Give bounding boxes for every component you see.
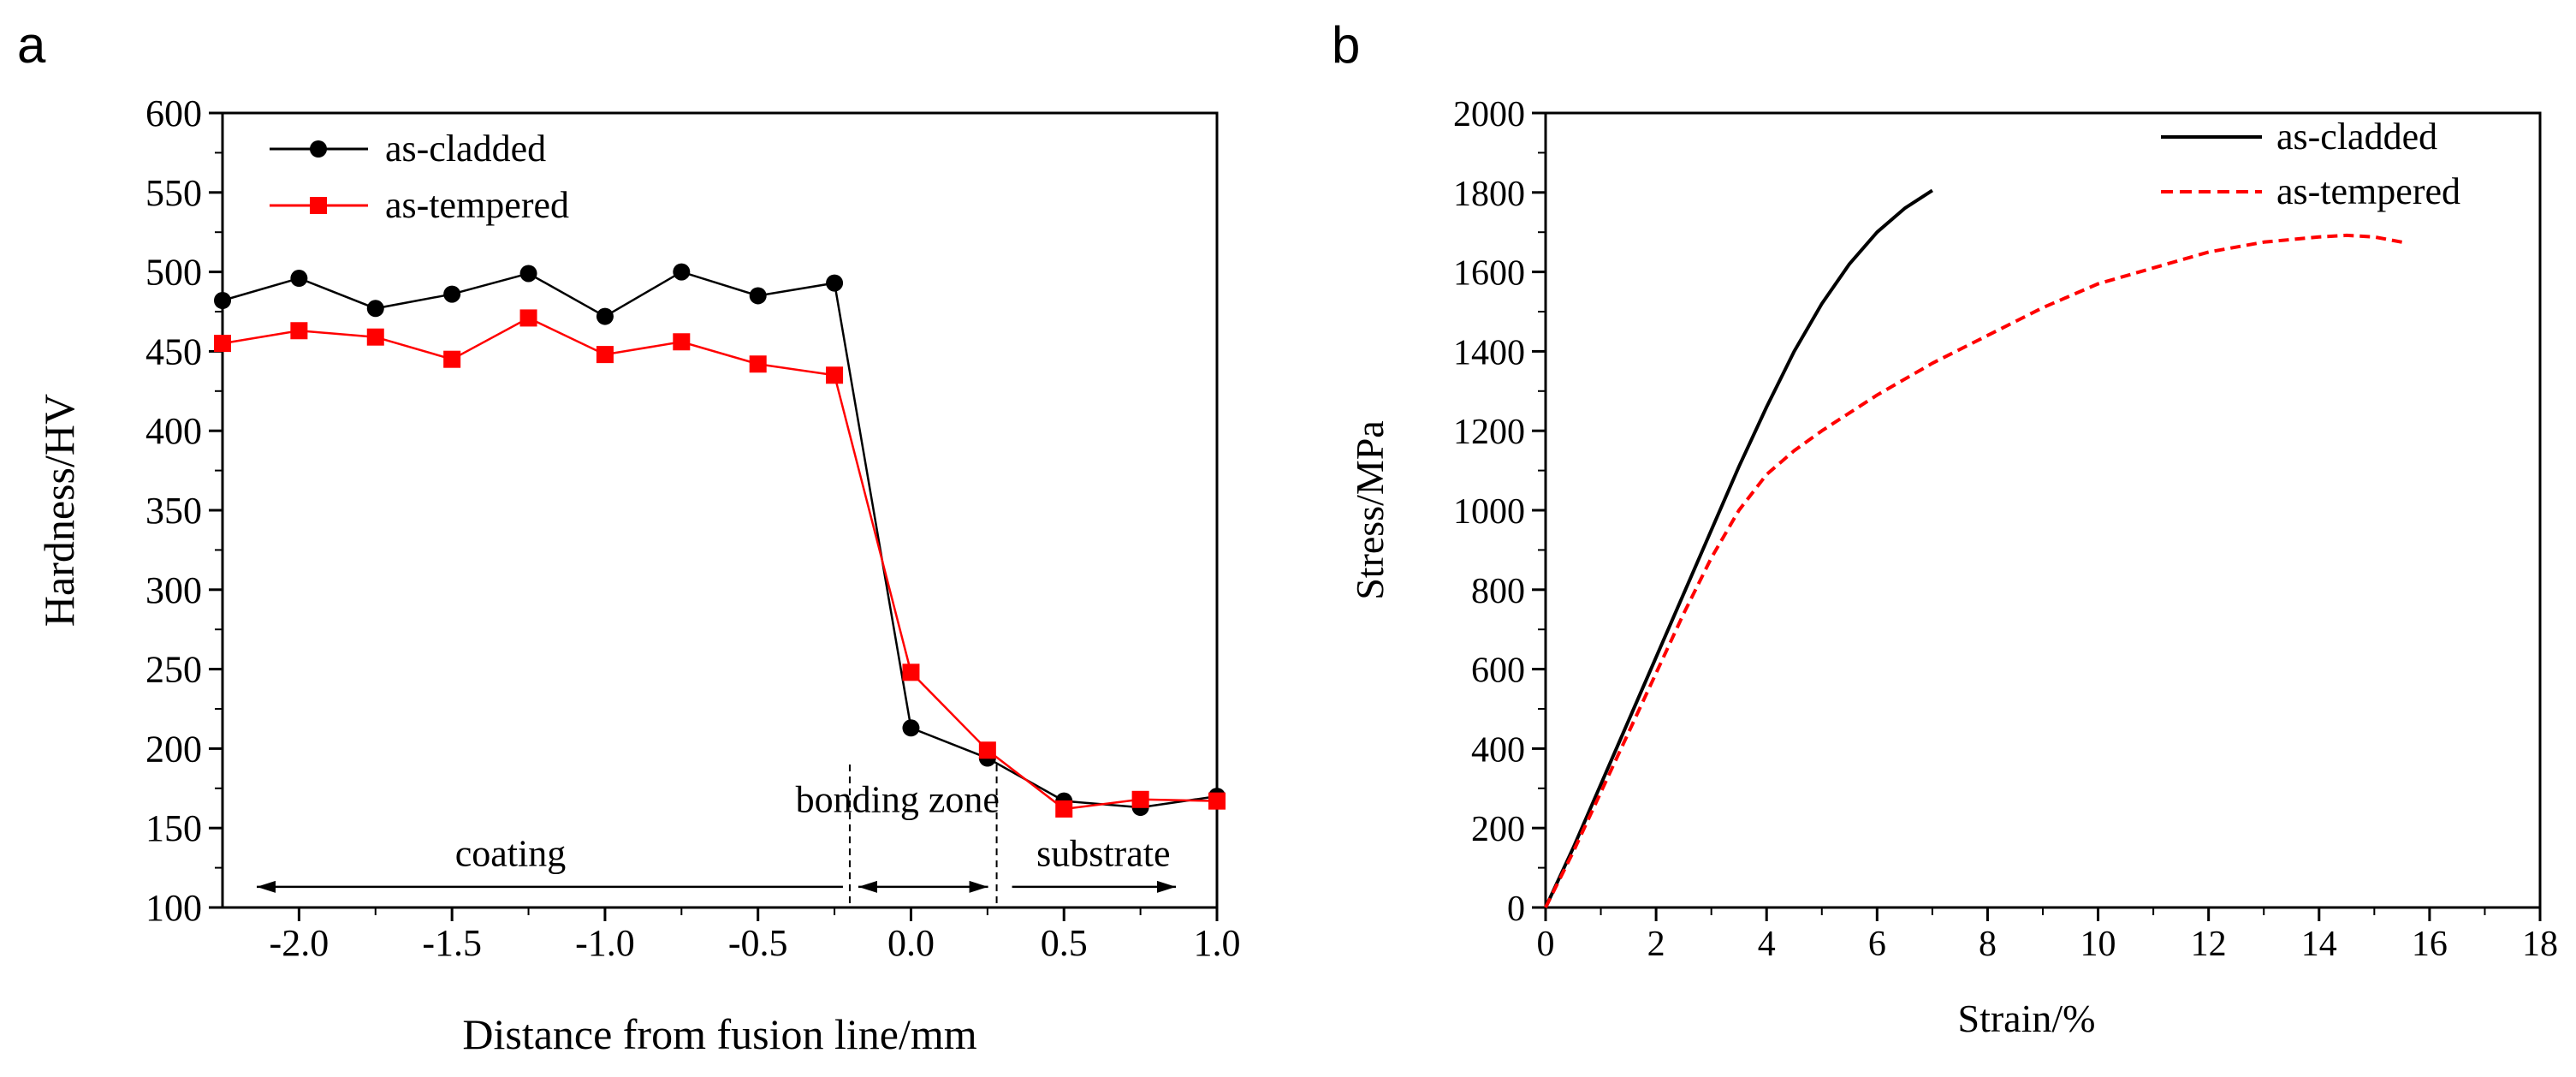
y-tick-label: 400 — [145, 410, 202, 452]
y-tick-label: 1200 — [1453, 413, 1525, 452]
legend-label-as-tempered: as-tempered — [385, 184, 569, 226]
y-tick-label: 1000 — [1453, 492, 1525, 532]
coating-arrow-head-left — [257, 880, 276, 893]
data-point-as-tempered — [443, 350, 461, 368]
y-tick-label: 150 — [145, 807, 202, 849]
panel-b: b 0 2 4 6 8 10 12 14 16 18 0 200 400 600 800 1000 1200 14… — [1332, 16, 2558, 1040]
bonding-arrow-head-left — [858, 880, 877, 893]
data-point-as-cladded — [673, 263, 691, 281]
x-tick-label: -0.5 — [728, 922, 788, 964]
x-tick-label: 0.0 — [887, 922, 935, 964]
x-tick-label: 18 — [2522, 925, 2558, 964]
substrate-arrow-head-right — [1157, 880, 1176, 893]
data-point-as-cladded — [214, 292, 231, 310]
x-tick-label: -1.5 — [422, 922, 482, 964]
data-point-as-tempered — [290, 322, 308, 340]
y-tick-label: 550 — [145, 172, 202, 214]
legend-label-as-cladded: as-cladded — [385, 128, 546, 170]
y-tick-label: 450 — [145, 330, 202, 372]
y-tick-label: 100 — [145, 887, 202, 929]
data-point-as-tempered — [366, 328, 384, 346]
x-tick-label: -1.0 — [575, 922, 635, 964]
y-tick-label: 600 — [145, 92, 202, 134]
panel-a-ticks: -2.0 -1.5 -1.0 -0.5 0.0 0.5 1.0 100 150 200 250 300… — [145, 92, 1241, 964]
x-tick-label: 0.5 — [1041, 922, 1088, 964]
panel-b-ticks: 0 2 4 6 8 10 12 14 16 18 0 200 400 600 800 1000 1200 1400… — [1453, 95, 2558, 964]
y-tick-label: 1600 — [1453, 254, 1525, 294]
data-point-as-tempered — [673, 333, 691, 351]
x-tick-label: 2 — [1647, 925, 1665, 964]
data-point-as-tempered — [978, 741, 996, 759]
data-point-as-cladded — [519, 265, 537, 283]
panel-b-x-axis-label: Strain/% — [1958, 997, 2096, 1040]
x-tick-label: 0 — [1537, 925, 1555, 964]
data-point-as-tempered — [1055, 800, 1073, 818]
y-tick-label: 1400 — [1453, 333, 1525, 372]
y-tick-label: 500 — [145, 252, 202, 294]
series-line-as-tempered — [1544, 233, 2402, 908]
panel-a-x-axis-label: Distance from fusion line/mm — [462, 1010, 976, 1058]
y-tick-label: 300 — [145, 569, 202, 611]
x-tick-label: 10 — [2080, 925, 2116, 964]
data-point-as-tempered — [902, 663, 920, 681]
x-tick-label: 16 — [2412, 925, 2448, 964]
panel-a-plot-frame — [221, 111, 1219, 909]
panel-a-legend: as-cladded as-tempered — [270, 128, 569, 226]
data-point-as-tempered — [749, 355, 767, 373]
data-point-as-cladded — [443, 285, 461, 303]
series-line-as-cladded — [1544, 188, 1933, 908]
x-tick-label: 14 — [2301, 925, 2337, 964]
y-tick-label: 800 — [1471, 572, 1525, 611]
panel-b-label: b — [1332, 16, 1360, 74]
data-point-as-tempered — [1208, 792, 1226, 810]
y-tick-label: 1800 — [1453, 175, 1525, 214]
y-tick-label: 250 — [145, 649, 202, 691]
zone-label-coating: coating — [455, 833, 567, 875]
panel-b-plot-frame — [1544, 111, 2542, 909]
y-tick-label: 200 — [1471, 810, 1525, 849]
y-tick-label: 600 — [1471, 652, 1525, 691]
panel-b-y-axis-label: Stress/MPa — [1348, 420, 1392, 600]
data-point-as-cladded — [902, 719, 920, 737]
y-tick-label: 2000 — [1453, 95, 1525, 134]
panel-b-legend: as-cladded as-tempered — [2161, 116, 2460, 212]
panel-a-series — [214, 263, 1226, 818]
data-point-as-cladded — [366, 300, 384, 318]
y-tick-label: 200 — [145, 728, 202, 770]
zone-label-bonding-zone: bonding zone — [796, 779, 1000, 821]
x-tick-label: 8 — [1979, 925, 1997, 964]
data-point-as-tempered — [519, 309, 537, 327]
y-tick-label: 0 — [1507, 890, 1525, 929]
x-tick-label: 6 — [1868, 925, 1886, 964]
legend-label-as-tempered: as-tempered — [2276, 170, 2460, 212]
data-point-as-cladded — [290, 270, 308, 288]
y-tick-label: 400 — [1471, 730, 1525, 770]
panel-a: a -2.0 -1.5 -1.0 -0.5 0.0 0.5 1.0 100 150 200 250 3… — [17, 16, 1241, 1058]
data-point-as-cladded — [826, 274, 844, 292]
series-line-as-cladded — [222, 271, 1218, 809]
series-line-as-tempered — [222, 317, 1218, 811]
x-tick-label: 4 — [1758, 925, 1776, 964]
data-point-as-tempered — [596, 346, 614, 364]
data-point-as-tempered — [826, 366, 844, 384]
panel-a-y-axis-label: Hardness/HV — [35, 394, 83, 627]
legend-label-as-cladded: as-cladded — [2276, 116, 2437, 158]
y-tick-label: 350 — [145, 490, 202, 532]
data-point-as-tempered — [1131, 790, 1149, 808]
panel-a-zones: coating bonding zone substrate — [257, 764, 1176, 907]
x-tick-label: 12 — [2191, 925, 2227, 964]
panel-b-series — [1544, 188, 2402, 908]
panel-a-label: a — [17, 16, 46, 74]
data-point-as-cladded — [749, 287, 767, 305]
x-tick-label: 1.0 — [1194, 922, 1241, 964]
zone-label-substrate: substrate — [1036, 833, 1170, 875]
data-point-as-cladded — [596, 307, 614, 325]
bonding-arrow-head-right — [969, 880, 988, 893]
legend-marker-as-tempered — [310, 197, 327, 214]
legend-marker-as-cladded — [310, 140, 327, 158]
x-tick-label: -2.0 — [270, 922, 329, 964]
data-point-as-tempered — [214, 335, 231, 353]
